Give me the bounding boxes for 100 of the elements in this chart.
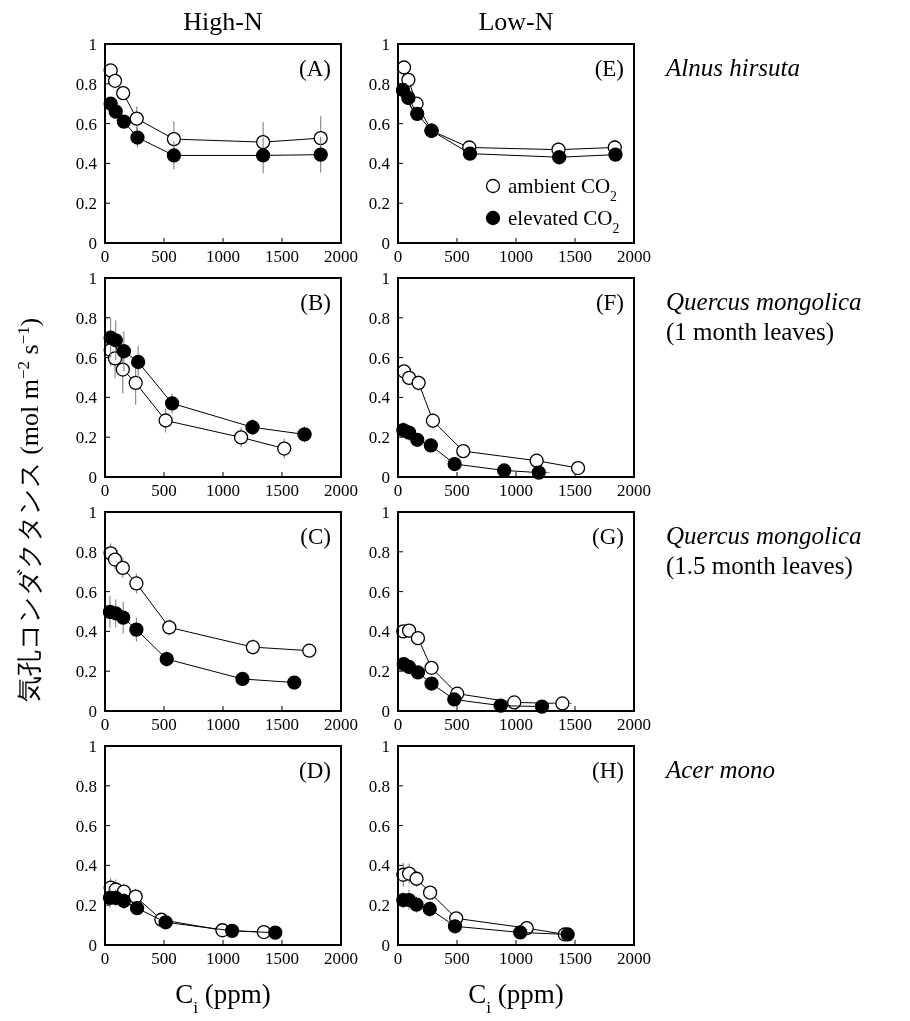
y-tick-label: 0.6 <box>368 348 390 368</box>
y-tick-label: 0.2 <box>368 428 390 448</box>
y-tick-label: 0.8 <box>75 542 97 562</box>
x-tick-label: 0 <box>393 949 403 968</box>
y-tick-label: 0.2 <box>368 662 390 682</box>
y-tick-label: 0 <box>88 234 97 253</box>
x-tick-label: 1500 <box>558 949 592 968</box>
y-tick-label: 0.4 <box>75 388 98 408</box>
text: Alnus hirsuta <box>664 54 801 81</box>
text: (E) <box>594 56 624 81</box>
y-tick-label: 0.8 <box>75 74 97 94</box>
x-tick-label: 500 <box>444 715 470 734</box>
x-tick-label: 1500 <box>265 949 299 968</box>
x-tick-label: 500 <box>151 481 177 500</box>
y-tick-label: 0.8 <box>368 776 390 796</box>
x-tick-label: 0 <box>100 247 110 266</box>
x-tick-label: 1500 <box>558 715 592 734</box>
x-tick-label: 0 <box>393 247 403 266</box>
text: Acer mono <box>664 756 775 783</box>
x-tick-label: 0 <box>100 949 110 968</box>
text: (1.5 month leaves) <box>666 552 853 580</box>
text: (A) <box>299 56 331 81</box>
y-tick-label: 1 <box>381 35 390 54</box>
y-tick-label: 0.6 <box>75 816 97 836</box>
y-tick-label: 0.6 <box>75 114 97 134</box>
y-tick-label: 0.4 <box>368 622 391 642</box>
y-tick-label: 0.4 <box>368 856 391 876</box>
y-tick-label: 0.4 <box>75 154 98 174</box>
x-tick-label: 1000 <box>499 715 533 734</box>
text: (H) <box>592 758 624 783</box>
y-tick-label: 0.2 <box>368 194 390 214</box>
y-tick-label: 0.6 <box>368 582 390 602</box>
y-tick-label: 1 <box>88 269 97 288</box>
y-tick-label: 0.2 <box>75 896 97 916</box>
x-tick-label: 1000 <box>206 949 240 968</box>
x-tick-label: 1000 <box>206 247 240 266</box>
text: Quercus mongolica <box>666 288 862 315</box>
x-tick-label: 500 <box>151 247 177 266</box>
y-tick-label: 0.4 <box>75 622 98 642</box>
x-axis-title: C$_{i}$ (ppm) <box>175 979 271 1017</box>
x-tick-label: 1000 <box>206 715 240 734</box>
x-tick-label: 0 <box>393 715 403 734</box>
x-tick-label: 2000 <box>617 247 651 266</box>
x-tick-label: 500 <box>151 715 177 734</box>
text: (D) <box>299 758 331 783</box>
y-tick-label: 0.4 <box>368 154 391 174</box>
y-tick-label: 0.2 <box>75 662 97 682</box>
x-tick-label: 500 <box>151 949 177 968</box>
y-tick-label: 0.8 <box>368 308 390 328</box>
y-tick-label: 0.8 <box>368 74 390 94</box>
x-tick-label: 1500 <box>558 247 592 266</box>
x-axis-title: C$_{i}$ (ppm) <box>468 979 564 1017</box>
y-tick-label: 0 <box>88 936 97 955</box>
x-tick-label: 0 <box>100 481 110 500</box>
y-tick-label: 0.6 <box>368 114 390 134</box>
y-tick-label: 0.8 <box>75 308 97 328</box>
y-tick-label: 1 <box>381 269 390 288</box>
x-tick-label: 1000 <box>499 949 533 968</box>
x-tick-label: 2000 <box>324 715 358 734</box>
x-tick-label: 1500 <box>558 481 592 500</box>
y-tick-label: 0.6 <box>75 582 97 602</box>
y-tick-label: 1 <box>381 503 390 522</box>
chart-subtitle: High-N <box>183 7 263 36</box>
legend-label: ambient CO$_{2}$ <box>508 174 618 204</box>
x-tick-label: 500 <box>444 481 470 500</box>
legend-label: elevated CO$_{2}$ <box>508 206 620 236</box>
text: Quercus mongolica <box>666 522 862 549</box>
y-tick-label: 0.2 <box>368 896 390 916</box>
x-tick-label: 2000 <box>324 481 358 500</box>
y-tick-label: 0.4 <box>75 856 98 876</box>
y-tick-label: 0.6 <box>75 348 97 368</box>
x-tick-label: 2000 <box>324 247 358 266</box>
x-tick-label: 1000 <box>499 247 533 266</box>
text: (C) <box>300 524 331 549</box>
y-tick-label: 0 <box>381 936 390 955</box>
x-tick-label: 1500 <box>265 481 299 500</box>
text: (G) <box>592 524 624 549</box>
y-tick-label: 0.2 <box>75 194 97 214</box>
y-tick-label: 0 <box>381 702 390 721</box>
x-tick-label: 1000 <box>499 481 533 500</box>
y-tick-label: 0.8 <box>368 542 390 562</box>
text: (1 month leaves) <box>666 318 835 346</box>
chart-subtitle: Low-N <box>478 7 554 36</box>
y-tick-label: 0 <box>88 702 97 721</box>
text: (B) <box>300 290 331 315</box>
y-tick-label: 0.8 <box>75 776 97 796</box>
x-tick-label: 2000 <box>617 949 651 968</box>
x-tick-label: 0 <box>100 715 110 734</box>
y-tick-label: 0.4 <box>368 388 391 408</box>
text: (F) <box>595 290 624 315</box>
x-tick-label: 1500 <box>265 715 299 734</box>
y-tick-label: 0 <box>88 468 97 487</box>
x-tick-label: 1500 <box>265 247 299 266</box>
y-tick-label: 0.6 <box>368 816 390 836</box>
x-tick-label: 1000 <box>206 481 240 500</box>
x-tick-label: 2000 <box>324 949 358 968</box>
y-tick-label: 0.2 <box>75 428 97 448</box>
y-tick-label: 0 <box>381 468 390 487</box>
x-tick-label: 500 <box>444 247 470 266</box>
y-tick-label: 1 <box>88 737 97 756</box>
